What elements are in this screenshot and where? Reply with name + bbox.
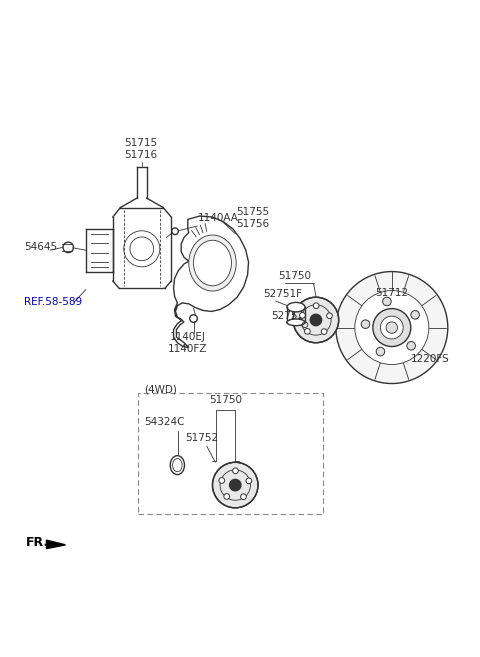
Bar [138,392,323,514]
Circle shape [336,271,448,384]
Polygon shape [47,540,65,549]
Text: 1140AA: 1140AA [198,213,239,223]
Circle shape [224,493,229,499]
Circle shape [313,303,319,309]
Text: 54645: 54645 [24,242,57,252]
Text: 54324C: 54324C [144,417,185,427]
Circle shape [383,297,391,306]
Text: (4WD): (4WD) [144,385,177,395]
Ellipse shape [287,319,305,326]
Circle shape [373,309,411,346]
Text: 51752: 51752 [185,434,218,443]
Text: 1220FS: 1220FS [411,353,450,363]
Circle shape [219,478,225,484]
Circle shape [327,313,332,319]
Circle shape [355,290,429,365]
Text: 51755
51756: 51755 51756 [236,207,269,229]
Text: 1140EJ
1140FZ: 1140EJ 1140FZ [168,332,207,354]
Ellipse shape [170,456,184,474]
Circle shape [213,463,258,508]
Circle shape [407,342,415,350]
Circle shape [240,494,246,499]
Circle shape [246,478,252,484]
Circle shape [381,316,403,339]
Text: 51750: 51750 [278,271,311,281]
Ellipse shape [193,240,231,286]
Text: FR.: FR. [25,537,48,549]
Text: REF.58-589: REF.58-589 [24,297,82,307]
Circle shape [411,311,420,319]
Ellipse shape [189,235,236,291]
Circle shape [386,322,397,333]
Text: 51715
51716: 51715 51716 [124,139,157,160]
Circle shape [229,480,241,491]
Circle shape [304,328,310,334]
Text: 52752: 52752 [271,311,304,321]
Text: 52751F: 52751F [263,288,302,299]
Circle shape [300,313,305,318]
Circle shape [310,314,322,326]
Circle shape [376,348,384,356]
Ellipse shape [287,302,305,312]
Circle shape [233,468,238,474]
Ellipse shape [173,459,182,472]
Text: 51750: 51750 [209,396,242,405]
Circle shape [293,297,339,343]
Circle shape [321,328,327,334]
Circle shape [361,320,370,328]
Text: 51712: 51712 [375,288,408,298]
Polygon shape [174,216,249,348]
